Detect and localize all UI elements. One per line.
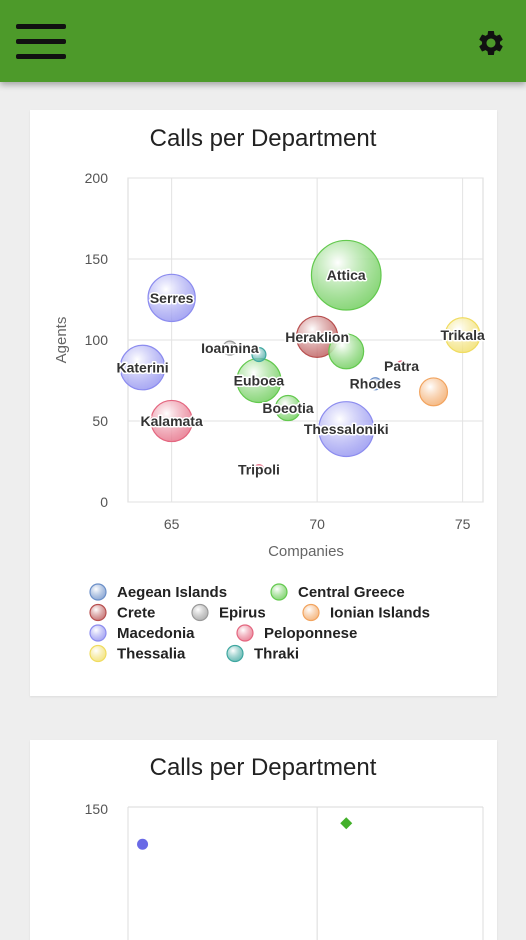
bubble-trikala[interactable] <box>444 317 481 354</box>
x-axis-label: Companies <box>268 543 344 560</box>
legend-marker-central-greece[interactable] <box>270 583 288 601</box>
bubble-label-attica: Attica <box>327 267 366 283</box>
scatter-chart-card: Calls per Department 150 <box>30 740 497 940</box>
bubble-rhodes[interactable] <box>368 377 382 391</box>
diamond-point[interactable] <box>340 817 353 830</box>
bubble-label-serres: Serres <box>150 290 194 306</box>
legend-label-macedonia[interactable]: Macedonia <box>117 625 195 642</box>
legend-label-ionian-islands[interactable]: Ionian Islands <box>330 605 430 622</box>
bubble-label-heraklion: Heraklion <box>285 329 349 345</box>
bubble-thessaloniki[interactable] <box>318 401 375 458</box>
hamburger-menu-icon[interactable] <box>16 24 66 60</box>
bubble[interactable] <box>328 333 365 370</box>
bubble-label-tripoli: Tripoli <box>238 462 280 478</box>
bubble-label-katerini: Katerini <box>116 360 168 376</box>
chart-title: Calls per Department <box>150 125 377 152</box>
y-tick-label: 150 <box>85 251 109 267</box>
x-tick-label: 75 <box>455 516 471 532</box>
bubble-label-ioannina: Ioannina <box>201 340 259 356</box>
chart-title-2: Calls per Department <box>150 754 377 781</box>
y-tick-label: 50 <box>92 413 108 429</box>
y-tick-label: 0 <box>100 494 108 510</box>
legend-marker-thessalia[interactable] <box>89 644 107 663</box>
bubble[interactable] <box>251 347 267 363</box>
gear-icon[interactable] <box>476 28 506 58</box>
bubble[interactable] <box>419 377 449 407</box>
legend-label-thraki[interactable]: Thraki <box>254 646 299 663</box>
bubble-patra[interactable] <box>396 360 408 372</box>
legend-marker-macedonia[interactable] <box>89 624 107 642</box>
legend-marker-thraki[interactable] <box>226 644 244 663</box>
bubble-attica[interactable] <box>310 239 382 311</box>
legend-marker-epirus[interactable] <box>191 603 209 622</box>
y-tick-label: 150 <box>85 801 109 817</box>
bubble-label-trikala: Trikala <box>440 327 485 343</box>
bubble-label-rhodes: Rhodes <box>350 376 402 392</box>
bubble-label-thessaloniki: Thessaloniki <box>304 421 389 437</box>
legend-marker-ionian-islands[interactable] <box>302 603 320 622</box>
legend-marker-crete[interactable] <box>89 603 107 622</box>
y-tick-label: 100 <box>85 332 109 348</box>
bubble-kalamata[interactable] <box>150 399 193 443</box>
bubble-ioannina[interactable] <box>222 340 238 356</box>
x-tick-label: 70 <box>309 516 325 532</box>
legend-label-central-greece[interactable]: Central Greece <box>298 584 405 601</box>
bubble-chart-card: Calls per Department 0 50 100 150 200 65 70 75 … <box>30 110 497 696</box>
legend-label-thessalia[interactable]: Thessalia <box>117 646 186 663</box>
legend-label-epirus[interactable]: Epirus <box>219 605 266 622</box>
legend-label-crete[interactable]: Crete <box>117 605 155 622</box>
legend-label-aegean-islands[interactable]: Aegean Islands <box>117 584 227 601</box>
bubble-label-kalamata: Kalamata <box>141 413 203 429</box>
bubble-tripoli[interactable] <box>253 464 265 476</box>
y-axis-label: Agents <box>53 317 70 364</box>
legend-marker-peloponnese[interactable] <box>236 624 254 642</box>
bubble-boeotia[interactable] <box>274 394 302 422</box>
scatter-chart: Calls per Department 150 <box>85 754 484 940</box>
bubble-label-euboea: Euboea <box>234 373 285 389</box>
legend-marker-aegean-islands[interactable] <box>89 583 107 601</box>
bubble-label-patra: Patra <box>384 358 419 374</box>
app-bar <box>0 0 526 82</box>
x-tick-label: 65 <box>164 516 180 532</box>
bubble-katerini[interactable] <box>119 344 166 391</box>
bubble-label-boeotia: Boeotia <box>262 400 314 416</box>
y-tick-label: 200 <box>85 170 109 186</box>
legend-label-peloponnese[interactable]: Peloponnese <box>264 625 357 642</box>
circle-point[interactable] <box>137 838 149 850</box>
chart-legend: Aegean Islands Central Greece Crete Epirus I… <box>89 583 430 663</box>
bubble-serres[interactable] <box>147 273 196 323</box>
